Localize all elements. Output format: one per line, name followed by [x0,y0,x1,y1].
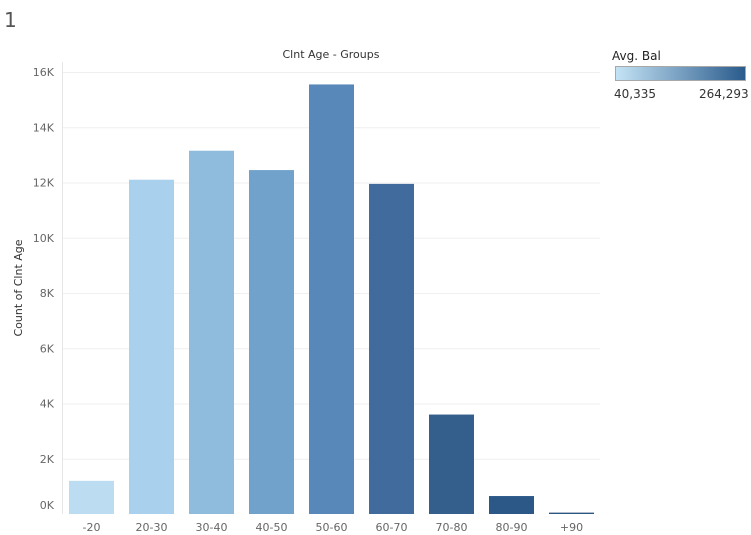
x-tick-label: 70-80 [436,521,468,534]
x-tick-label: 30-40 [196,521,228,534]
chart-title: Clnt Age - Groups [283,48,380,61]
bars [69,84,594,515]
bar-70-80[interactable] [429,414,474,514]
bar-80-90[interactable] [489,496,534,514]
legend-title: Avg. Bal [612,49,661,63]
y-tick-label: 10K [33,232,55,245]
y-tick-label: 4K [40,398,55,411]
y-tick-label: 0K [40,499,55,512]
y-tick-label: 16K [33,66,55,79]
bar--20[interactable] [69,480,114,514]
bar-20-30[interactable] [129,179,174,515]
y-axis-ticks: 0K 2K 4K 6K 8K 10K 12K 14K 16K [33,66,55,512]
x-axis-ticks: -20 20-30 30-40 40-50 50-60 60-70 70-80 80-90 +9… [83,521,584,534]
color-legend-gradient[interactable] [615,66,746,81]
x-tick-label: 40-50 [256,521,288,534]
bar-60-70[interactable] [369,183,414,514]
x-tick-label: +90 [560,521,583,534]
y-axis-label: Count of Clnt Age [12,239,25,336]
bar-50-60[interactable] [309,84,354,515]
x-tick-label: -20 [83,521,101,534]
y-tick-label: 14K [33,121,55,134]
legend-min-label: 40,335 [614,87,656,101]
x-tick-label: 80-90 [496,521,528,534]
legend-max-label: 264,293 [699,87,749,101]
bar-30-40[interactable] [189,150,234,514]
y-tick-label: 12K [33,177,55,190]
bar-+90[interactable] [549,512,594,514]
y-tick-label: 2K [40,453,55,466]
x-tick-label: 20-30 [136,521,168,534]
bar-40-50[interactable] [249,170,294,514]
x-tick-label: 60-70 [376,521,408,534]
x-tick-label: 50-60 [316,521,348,534]
y-tick-label: 8K [40,287,55,300]
sheet-number: 1 [4,8,17,32]
y-tick-label: 6K [40,342,55,355]
